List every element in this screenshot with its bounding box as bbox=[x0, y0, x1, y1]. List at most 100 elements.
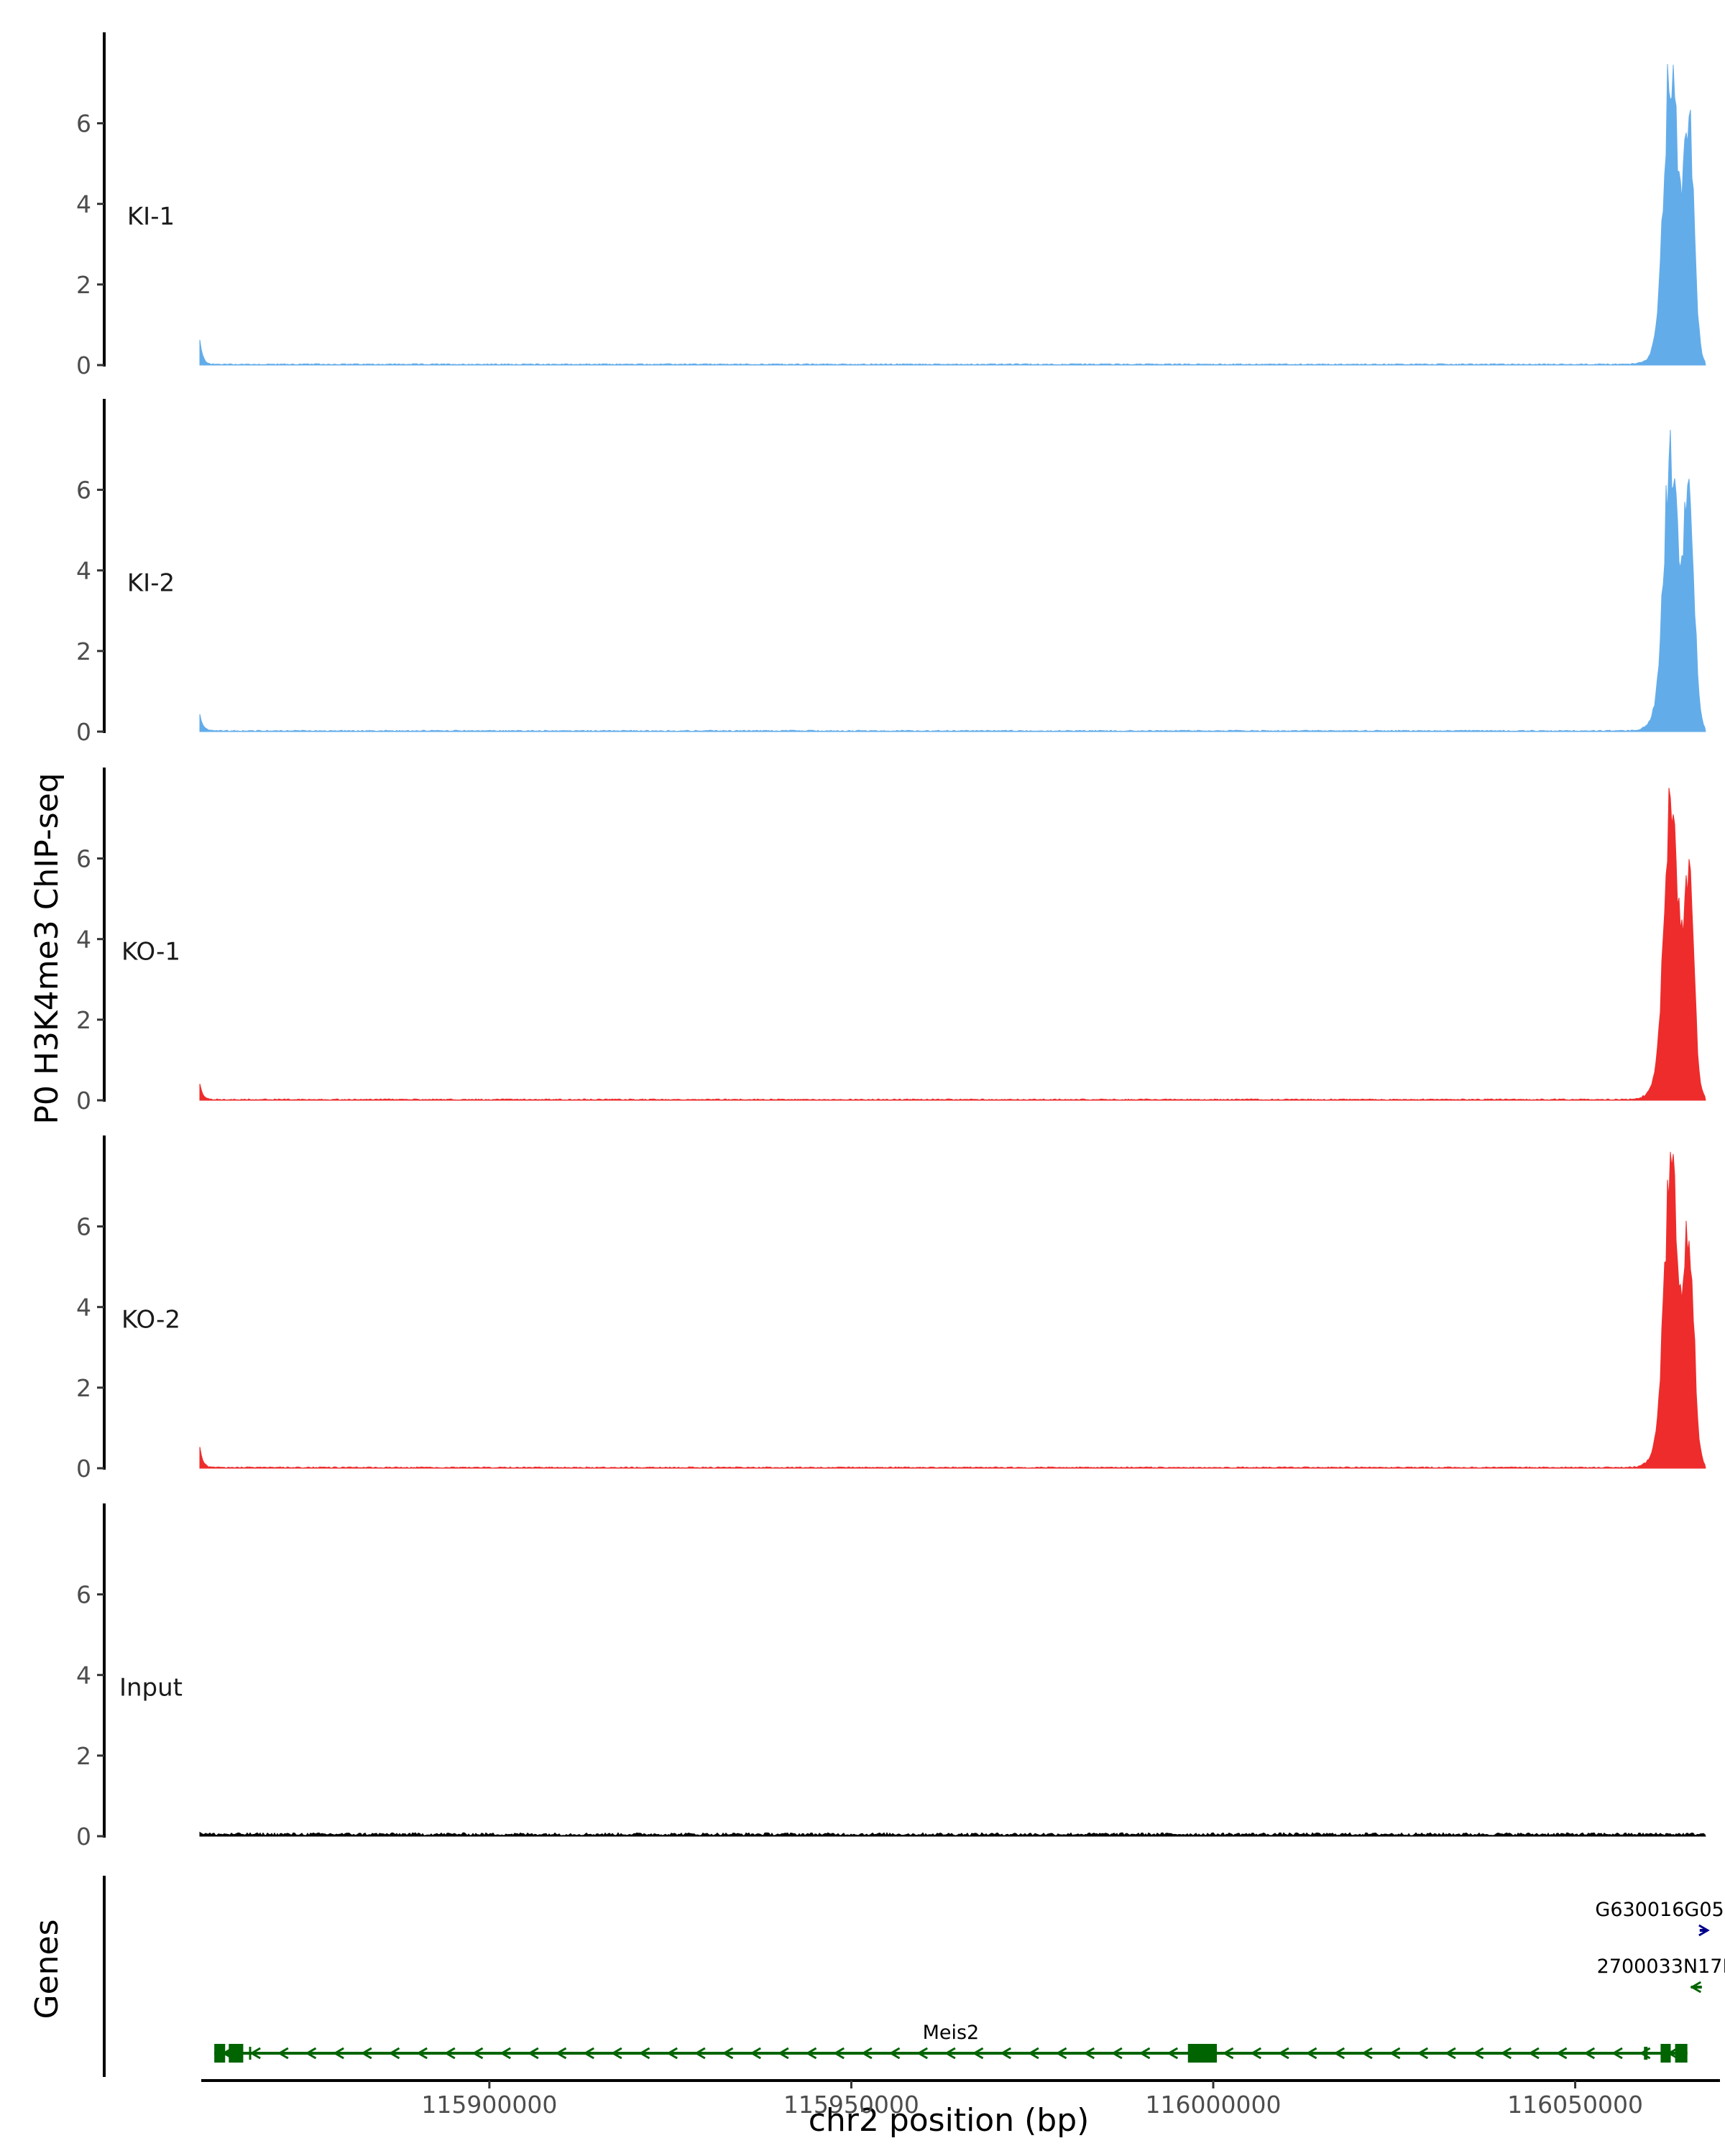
gene-g630016g05rik: G630016G05Rik bbox=[1595, 1899, 1725, 1937]
strand-arrow bbox=[1690, 1981, 1702, 1994]
strand-arrow bbox=[472, 2047, 484, 2060]
y-tick-label: 6 bbox=[76, 476, 91, 505]
y-tick-label: 6 bbox=[76, 1581, 91, 1609]
strand-arrow bbox=[1305, 2047, 1317, 2060]
y-tick-label: 6 bbox=[76, 1213, 91, 1241]
strand-arrow bbox=[1333, 2047, 1346, 2060]
exon bbox=[1644, 2047, 1648, 2060]
strand-arrow bbox=[500, 2047, 511, 2060]
y-tick-label: 2 bbox=[76, 1742, 91, 1770]
strand-arrow bbox=[1027, 2047, 1039, 2060]
strand-arrow bbox=[555, 2047, 567, 2060]
strand-arrow bbox=[249, 2047, 261, 2060]
strand-arrow bbox=[527, 2047, 539, 2060]
strand-arrow bbox=[416, 2047, 428, 2060]
strand-arrow bbox=[1138, 2047, 1151, 2060]
strand-arrow bbox=[1055, 2047, 1067, 2060]
y-tick-label: 4 bbox=[76, 926, 91, 954]
track-ko-1: 0 2 4 6 KO-1 bbox=[76, 768, 1706, 1115]
strand-arrow bbox=[360, 2047, 372, 2060]
x-tick-label: 115900000 bbox=[421, 2091, 557, 2119]
strand-arrow bbox=[777, 2047, 789, 2060]
strand-arrow bbox=[1250, 2047, 1262, 2060]
strand-arrow bbox=[1167, 2047, 1179, 2060]
strand-arrow bbox=[805, 2047, 817, 2060]
strand-arrow bbox=[1222, 2047, 1234, 2060]
strand-arrow bbox=[1000, 2047, 1012, 2060]
track-ki-2: 0 2 4 6 KI-2 bbox=[76, 399, 1706, 746]
signal-area bbox=[199, 1151, 1706, 1469]
exon bbox=[1660, 2044, 1671, 2063]
strand-arrow bbox=[750, 2047, 761, 2060]
strand-arrow bbox=[1555, 2047, 1568, 2060]
y-tick-label: 2 bbox=[76, 1006, 91, 1034]
gene-meis2: Meis2 bbox=[214, 2022, 1688, 2063]
y-tick-label: 4 bbox=[76, 1294, 91, 1322]
exon bbox=[249, 2047, 252, 2060]
strand-arrow bbox=[833, 2047, 845, 2060]
x-tick-label: 115950000 bbox=[783, 2091, 919, 2119]
track-label: Input bbox=[119, 1674, 183, 1703]
strand-arrow bbox=[277, 2047, 289, 2060]
track-label: KI-1 bbox=[127, 203, 175, 231]
strand-arrow bbox=[1277, 2047, 1289, 2060]
y-tick-label: 0 bbox=[76, 718, 91, 746]
tracks-layer: 0 2 4 6 KI-1 0 2 4 6 KI-2 0 2 4 6 KO-1 0 2 4 6 KO-2 0 2 4 6 Inpu… bbox=[76, 32, 1706, 1851]
gene-label: Meis2 bbox=[923, 2022, 980, 2044]
x-tick-label: 116000000 bbox=[1146, 2091, 1282, 2119]
strand-arrow bbox=[388, 2047, 400, 2060]
strand-arrow bbox=[888, 2047, 901, 2060]
y-tick-label: 0 bbox=[76, 1087, 91, 1115]
genes-axis-title: Genes bbox=[29, 1919, 65, 2019]
y-tick-label: 4 bbox=[76, 1662, 91, 1690]
exon bbox=[214, 2044, 226, 2063]
y-tick-label: 4 bbox=[76, 190, 91, 218]
strand-arrow bbox=[1083, 2047, 1095, 2060]
signal-area bbox=[199, 788, 1706, 1101]
track-input: 0 2 4 6 Input bbox=[76, 1503, 1706, 1851]
y-tick-label: 6 bbox=[76, 110, 91, 138]
track-label: KO-2 bbox=[121, 1306, 180, 1335]
exon bbox=[1675, 2044, 1688, 2063]
strand-arrow bbox=[666, 2047, 678, 2060]
strand-arrow bbox=[1472, 2047, 1484, 2060]
strand-arrow bbox=[972, 2047, 984, 2060]
strand-arrow bbox=[1445, 2047, 1456, 2060]
track-label: KO-1 bbox=[121, 938, 180, 967]
signal-area bbox=[199, 1831, 1706, 1837]
strand-arrow bbox=[916, 2047, 928, 2060]
y-tick-label: 0 bbox=[76, 351, 91, 379]
signal-area bbox=[199, 64, 1706, 366]
y-tick-label: 2 bbox=[76, 637, 91, 665]
strand-arrow bbox=[1611, 2047, 1623, 2060]
y-tick-label: 2 bbox=[76, 1374, 91, 1402]
gene-2700033n17rik: 2700033N17Rik bbox=[1597, 1955, 1725, 1994]
strand-arrow bbox=[1583, 2047, 1596, 2060]
y-tick-label: 2 bbox=[76, 271, 91, 299]
y-tick-label: 4 bbox=[76, 557, 91, 585]
strand-arrow bbox=[1361, 2047, 1373, 2060]
y-axis-title: P0 H3K4me3 ChIP-seq bbox=[29, 773, 65, 1124]
strand-arrow bbox=[944, 2047, 956, 2060]
strand-arrow bbox=[860, 2047, 873, 2060]
genes-panel: Genes Meis2 2700033N17Rik G630016G05Rik bbox=[29, 1876, 1725, 2077]
gene-label: G630016G05Rik bbox=[1595, 1899, 1725, 1921]
y-tick-label: 6 bbox=[76, 845, 91, 873]
strand-arrow bbox=[1389, 2047, 1401, 2060]
strand-arrow bbox=[722, 2047, 734, 2060]
y-tick-label: 0 bbox=[76, 1455, 91, 1483]
strand-arrow bbox=[1417, 2047, 1429, 2060]
signal-area bbox=[199, 430, 1706, 732]
strand-arrow bbox=[305, 2047, 317, 2060]
track-label: KI-2 bbox=[127, 569, 175, 598]
strand-arrow bbox=[1110, 2047, 1123, 2060]
y-tick-label: 0 bbox=[76, 1823, 91, 1851]
strand-arrow bbox=[694, 2047, 706, 2060]
strand-arrow bbox=[583, 2047, 594, 2060]
strand-arrow bbox=[638, 2047, 650, 2060]
track-ko-2: 0 2 4 6 KO-2 bbox=[76, 1135, 1706, 1483]
x-tick-label: 116050000 bbox=[1507, 2091, 1643, 2119]
strand-arrow bbox=[1528, 2047, 1540, 2060]
strand-arrow bbox=[1500, 2047, 1512, 2060]
